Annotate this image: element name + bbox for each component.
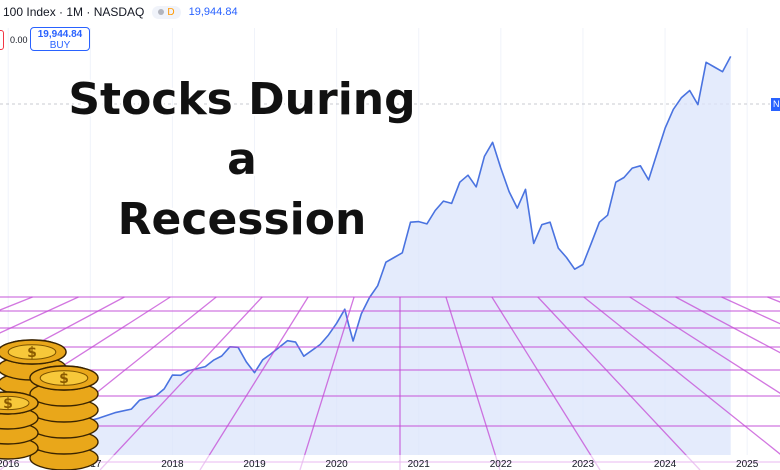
gold-coin-stack-icon: $ $ $: [0, 339, 99, 470]
badge-letter: D: [167, 6, 175, 18]
grid-perspective-line: [629, 296, 780, 394]
dollar-sign-icon: $: [3, 396, 13, 412]
grid-perspective-line: [199, 296, 309, 470]
change-value: 0.00: [10, 35, 28, 45]
grid-perspective-line: [537, 296, 701, 470]
x-tick-label: 2022: [490, 459, 513, 470]
grid-perspective-line: [675, 296, 780, 354]
x-axis-ticks: 2016201720182019202020212022202320242025: [0, 455, 780, 470]
price-axis-tag: N: [771, 98, 780, 111]
last-price: 19,944.84: [188, 6, 238, 18]
headline: Stocks During a Recession: [52, 70, 432, 250]
grid-perspective-line: [299, 296, 355, 470]
grid-perspective-line: [491, 296, 601, 470]
data-status-badge[interactable]: D: [152, 5, 181, 19]
headline-line-2: Recession: [117, 194, 367, 245]
dollar-sign-icon: $: [27, 345, 37, 361]
x-tick-label: 2018: [161, 459, 184, 470]
dollar-sign-icon: $: [59, 371, 69, 387]
buy-button[interactable]: 19,944.84 BUY: [30, 27, 90, 51]
coin-face: [0, 395, 30, 411]
buy-label: BUY: [49, 40, 71, 51]
price-area-fill: [82, 56, 731, 456]
x-tick-label: 2023: [572, 459, 595, 470]
chart-header: 100 Index · 1M · NASDAQ D 19,944.84: [3, 5, 238, 19]
grid-perspective-line: [99, 296, 263, 470]
sell-button[interactable]: [0, 30, 4, 50]
x-tick-label: 2021: [408, 459, 431, 470]
buy-price: 19,944.84: [37, 29, 83, 40]
x-tick-label: 2025: [736, 459, 759, 470]
coin-face: [39, 370, 89, 386]
grid-perspective-line: [0, 296, 79, 334]
x-tick-label: 2016: [0, 459, 20, 470]
grid-perspective-line: [445, 296, 501, 470]
x-tick-label: 2019: [243, 459, 266, 470]
coin-face: [7, 344, 57, 360]
symbol-label: 100 Index · 1M · NASDAQ: [3, 5, 145, 19]
headline-line-1: Stocks During a: [68, 74, 416, 185]
perspective-grid-overlay: [0, 296, 780, 470]
x-axis-band: [0, 455, 780, 470]
grid-perspective-line: [583, 296, 780, 455]
x-tick-label: 2020: [326, 459, 349, 470]
price-line: [81, 56, 732, 424]
status-dot-icon: [158, 9, 165, 15]
grid-perspective-line: [0, 296, 125, 365]
x-tick-label: 2024: [654, 459, 677, 470]
